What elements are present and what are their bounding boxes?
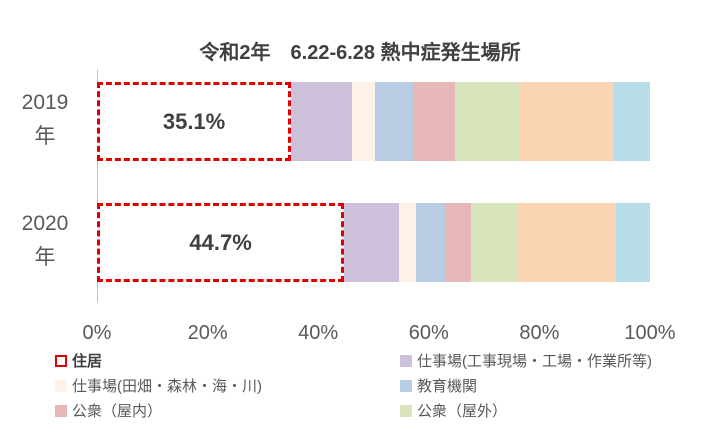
bar-segment <box>412 82 455 161</box>
legend-label: 仕事場(工事現場・工場・作業所等) <box>417 353 652 370</box>
y-tick-label: 2019 年 <box>21 91 69 148</box>
legend-marker <box>55 380 67 392</box>
legend-label: 公衆（屋外） <box>417 403 508 420</box>
x-tick-label: 80% <box>519 322 560 344</box>
bar-segment <box>344 203 400 282</box>
legend-marker <box>400 355 412 367</box>
bar-segment <box>520 82 613 161</box>
bar-segment <box>616 203 650 282</box>
x-tick-label: 40% <box>298 322 339 344</box>
legend-label: 公衆（屋内） <box>72 403 163 420</box>
bar-segment <box>399 203 416 282</box>
bar-segment <box>517 203 617 282</box>
bar-segment <box>454 82 521 161</box>
bar-segment <box>291 82 352 161</box>
bar-segment <box>415 203 445 282</box>
bar-segment <box>351 82 376 161</box>
chart-title: 令和2年 6.22-6.28 熱中症発生場所 <box>199 42 521 64</box>
x-tick-label: 20% <box>187 322 228 344</box>
data-label: 35.1% <box>162 109 226 134</box>
legend-label: 住居 <box>72 353 103 370</box>
legend-label: 教育機関 <box>417 378 478 395</box>
x-tick-label: 60% <box>408 322 449 344</box>
y-tick-label: 2020 年 <box>21 212 69 269</box>
bar-segment <box>375 82 413 161</box>
legend-marker <box>55 355 67 367</box>
axis-line <box>97 70 98 302</box>
legend-marker <box>400 380 412 392</box>
x-tick-label: 0% <box>82 322 112 344</box>
legend-marker <box>55 405 67 417</box>
data-label: 44.7% <box>189 230 252 255</box>
x-tick-label: 100% <box>624 322 676 344</box>
legend-label: 仕事場(田畑・森林・海・川) <box>72 378 262 395</box>
legend-marker <box>400 405 412 417</box>
bar-segment <box>97 82 292 161</box>
bar-segment <box>471 203 518 282</box>
bar-segment <box>612 82 650 161</box>
bar-segment <box>97 203 345 282</box>
bar-segment <box>444 203 472 282</box>
